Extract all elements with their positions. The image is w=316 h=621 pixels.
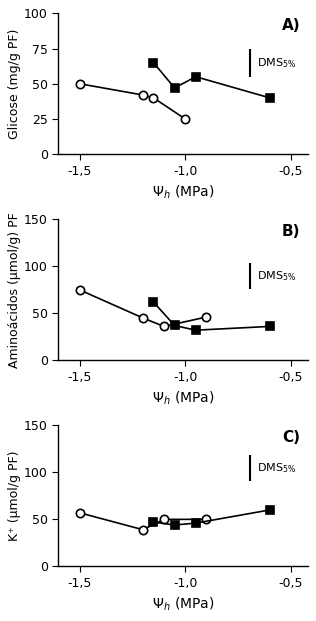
Text: DMS$_{5\%}$: DMS$_{5\%}$	[257, 269, 296, 283]
Text: DMS$_{5\%}$: DMS$_{5\%}$	[257, 56, 296, 70]
Text: A): A)	[282, 17, 300, 32]
Y-axis label: K⁺ (μmol/g PF): K⁺ (μmol/g PF)	[8, 451, 21, 541]
Y-axis label: Glicose (mg/g PF): Glicose (mg/g PF)	[8, 29, 21, 139]
Text: DMS$_{5\%}$: DMS$_{5\%}$	[257, 461, 296, 474]
X-axis label: Ψ$_{h}$ (MPa): Ψ$_{h}$ (MPa)	[152, 596, 214, 613]
X-axis label: Ψ$_{h}$ (MPa): Ψ$_{h}$ (MPa)	[152, 389, 214, 407]
X-axis label: Ψ$_{h}$ (MPa): Ψ$_{h}$ (MPa)	[152, 183, 214, 201]
Text: B): B)	[282, 224, 300, 238]
Y-axis label: Aminoácidos (μmol/g) PF: Aminoácidos (μmol/g) PF	[8, 212, 21, 368]
Text: C): C)	[282, 430, 300, 445]
